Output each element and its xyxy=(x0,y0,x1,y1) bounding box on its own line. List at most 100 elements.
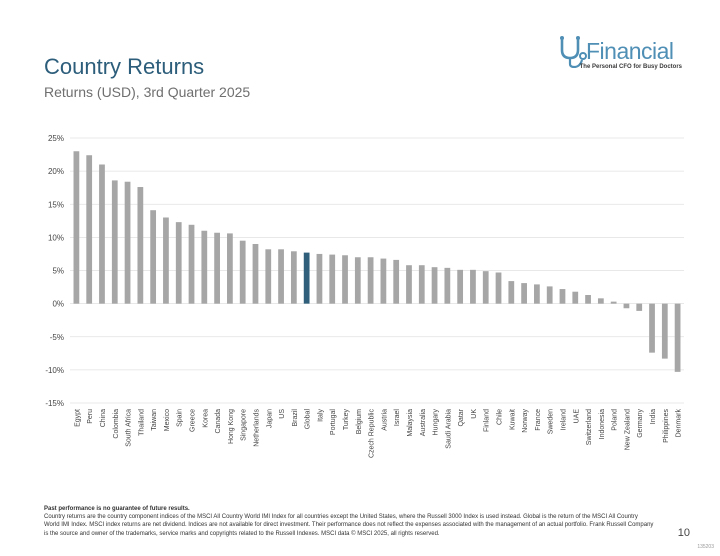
x-tick-label: UK xyxy=(471,409,478,419)
x-tick-label: New Zealand xyxy=(624,409,631,450)
bar-canada xyxy=(214,232,220,304)
country-returns-chart: -15% -10% -5% 0% 5% 10% 15% 20% 25% Egypt Peru Chin… xyxy=(45,134,684,459)
bar-mexico xyxy=(163,217,169,304)
bar-hungary xyxy=(431,267,438,304)
bar-turkey xyxy=(342,255,348,304)
bar-finland xyxy=(482,271,489,304)
x-tick-label: Portugal xyxy=(330,409,337,436)
page-subtitle: Returns (USD), 3rd Quarter 2025 xyxy=(44,84,251,100)
x-tick-label: Global xyxy=(305,409,312,430)
bar-korea xyxy=(201,230,208,304)
bar-us xyxy=(278,249,284,304)
x-tick-label: Canada xyxy=(215,409,222,434)
company-logo: Financial The Personal CFO for Busy Doct… xyxy=(556,32,686,74)
x-tick-label: Greece xyxy=(190,409,197,432)
x-tick-label: Malaysia xyxy=(407,409,414,437)
bar-saudi-arabia xyxy=(444,267,451,304)
bar-uae xyxy=(572,291,579,304)
x-tick-label: Australia xyxy=(420,409,427,436)
x-tick-label: Hungary xyxy=(433,409,440,436)
bar-france xyxy=(534,284,540,304)
y-tick-label: 25% xyxy=(48,134,64,143)
y-tick-label: 5% xyxy=(52,267,64,276)
bar-belgium xyxy=(354,257,361,304)
x-tick-label: Austria xyxy=(381,409,388,431)
x-tick-label: Turkey xyxy=(343,409,350,431)
page-number: 10 xyxy=(677,527,690,539)
bar-norway xyxy=(521,283,527,304)
x-tick-label: Poland xyxy=(612,409,619,431)
x-tick-label: Switzerland xyxy=(586,409,593,445)
logo-tagline: The Personal CFO for Busy Doctors xyxy=(579,64,682,70)
bar-israel xyxy=(393,259,400,304)
page-title: Country Returns xyxy=(44,54,205,79)
x-tick-label: Chile xyxy=(497,409,504,425)
x-tick-label: Saudi Arabia xyxy=(445,409,452,449)
x-tick-label: Qatar xyxy=(458,408,465,426)
x-tick-label: Ireland xyxy=(560,409,567,431)
x-tick-label: Mexico xyxy=(164,409,171,431)
x-tick-label: Belgium xyxy=(356,409,363,434)
bar-peru xyxy=(86,155,93,304)
x-tick-label: Kuwait xyxy=(509,409,516,430)
bar-new-zealand xyxy=(623,303,630,309)
bar-japan xyxy=(265,249,272,304)
x-tick-label: Norway xyxy=(522,409,529,433)
x-tick-label: Thailand xyxy=(138,409,145,436)
bar-chile xyxy=(495,272,502,304)
bar-south-africa xyxy=(124,181,131,304)
x-tick-label: US xyxy=(279,409,286,419)
x-tick-label: Germany xyxy=(637,409,644,438)
disclaimer-body: Country returns are the country componen… xyxy=(44,514,654,537)
bar-global xyxy=(303,252,310,304)
bar-hong-kong xyxy=(227,233,233,304)
bar-poland xyxy=(610,301,617,304)
disclaimer: Past performance is no guarantee of futu… xyxy=(44,505,654,538)
x-tick-label: Taiwan xyxy=(151,409,158,431)
stethoscope-md-icon xyxy=(560,36,587,68)
x-tick-label: Spain xyxy=(177,409,184,427)
document-code: 135203 xyxy=(697,544,714,550)
bar-thailand xyxy=(137,187,144,304)
bar-kuwait xyxy=(508,281,515,304)
bar-indonesia xyxy=(597,298,604,304)
bar-malaysia xyxy=(406,265,412,304)
x-tick-label: France xyxy=(535,409,542,431)
x-tick-label: Netherlands xyxy=(253,409,260,447)
bar-china xyxy=(99,164,105,304)
y-tick-label: 20% xyxy=(48,167,64,176)
x-tick-label: South Africa xyxy=(126,409,133,447)
bar-spain xyxy=(175,222,182,304)
bar-india xyxy=(649,303,655,353)
x-tick-label: Israel xyxy=(394,409,401,427)
bar-ireland xyxy=(559,289,566,304)
bar-portugal xyxy=(329,254,336,304)
x-tick-label: Czech Republic xyxy=(369,409,376,459)
x-tick-label: Philippines xyxy=(663,409,670,443)
bar-uk xyxy=(470,269,476,304)
bar-colombia xyxy=(111,180,118,304)
bar-greece xyxy=(188,224,195,304)
x-tick-label: Peru xyxy=(87,409,94,424)
x-tick-label: Hong Kong xyxy=(228,409,235,444)
x-tick-label: Brazil xyxy=(292,409,299,427)
x-tick-label: Colombia xyxy=(113,409,120,439)
bar-philippines xyxy=(661,303,668,359)
bar-netherlands xyxy=(252,244,259,304)
x-tick-label: Finland xyxy=(484,409,491,432)
y-tick-label: 15% xyxy=(48,200,64,209)
x-tick-label: India xyxy=(650,409,657,424)
x-tick-label: Sweden xyxy=(548,409,555,434)
bar-denmark xyxy=(674,303,681,372)
bar-brazil xyxy=(290,251,297,304)
bar-austria xyxy=(380,258,387,304)
x-tick-label: Singapore xyxy=(241,409,248,441)
bar-egypt xyxy=(73,151,80,304)
logo-wordmark: Financial xyxy=(586,38,674,64)
bar-australia xyxy=(418,265,425,304)
x-tick-label: Egypt xyxy=(74,409,81,427)
y-tick-label: -5% xyxy=(50,333,64,342)
bar-qatar xyxy=(457,269,464,304)
bar-italy xyxy=(316,253,323,304)
y-tick-label: 0% xyxy=(52,300,64,309)
